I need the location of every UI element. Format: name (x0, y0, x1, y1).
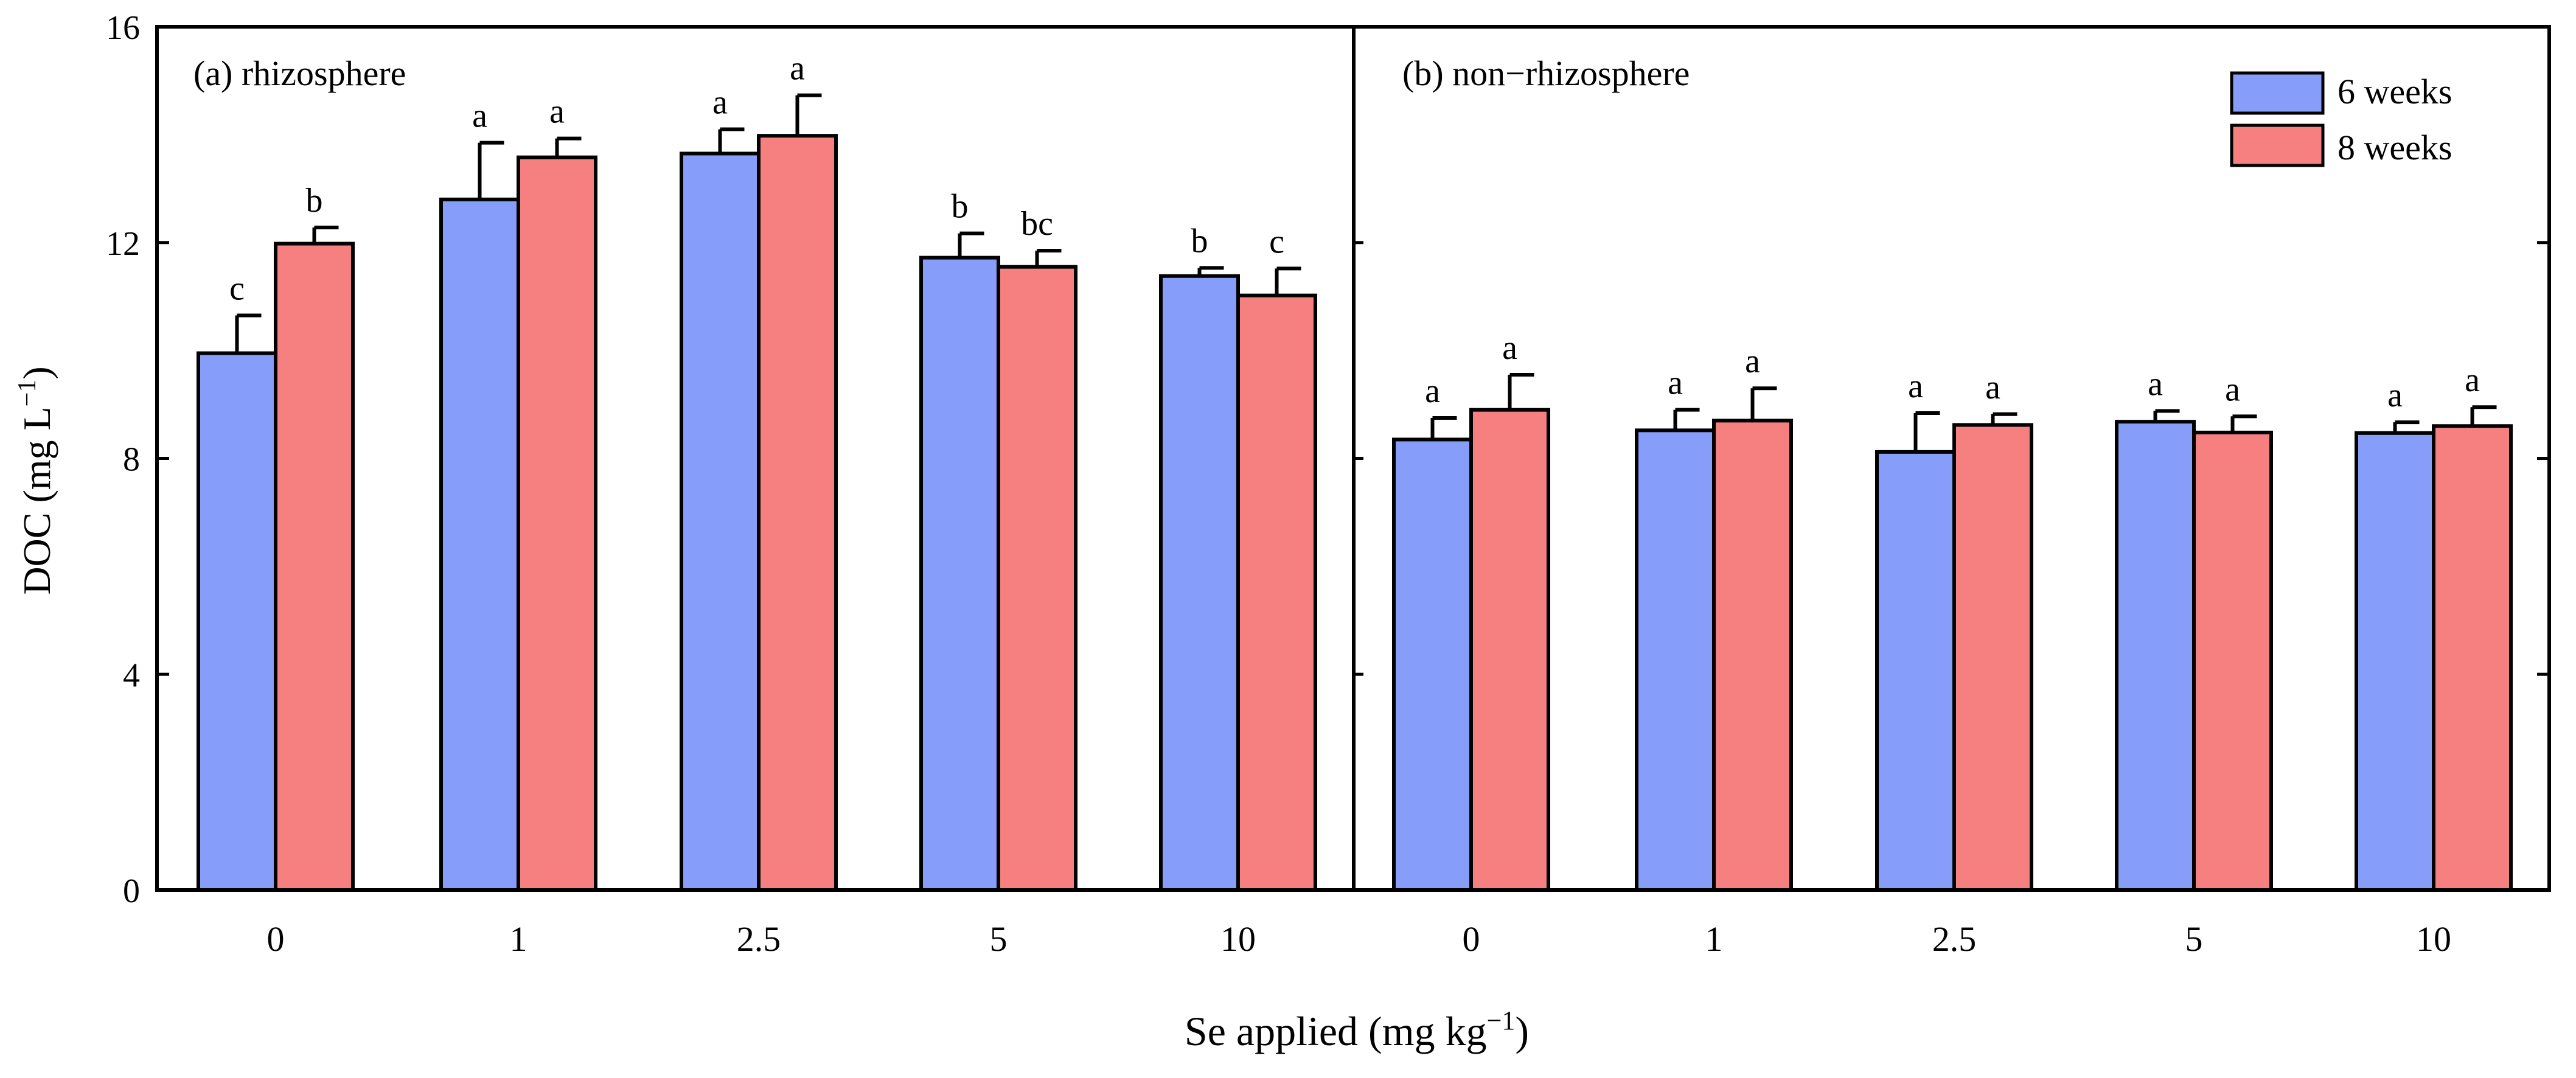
significance-letter: b (306, 182, 323, 220)
significance-letter: b (952, 188, 969, 226)
legend: 6 weeks 8 weeks (2230, 71, 2452, 167)
bar (197, 351, 277, 892)
significance-letter: a (472, 97, 487, 135)
bar (1635, 428, 1716, 892)
bar (1952, 423, 2033, 892)
bar (1875, 450, 1956, 892)
bar (1712, 419, 1793, 892)
bar (439, 197, 520, 892)
legend-swatch-8-weeks (2230, 123, 2325, 167)
significance-letter: a (2225, 370, 2240, 408)
y-tick-label: 12 (106, 225, 140, 263)
significance-letter: a (1908, 367, 1923, 405)
x-tick-label: 5 (2185, 919, 2203, 959)
x-tick-label: 5 (990, 919, 1008, 959)
y-tick-label: 16 (106, 9, 140, 47)
bar (274, 242, 355, 892)
bar (919, 256, 1000, 892)
y-tick-label: 8 (123, 441, 140, 479)
y-axis-label-main: DOC (mg L (15, 406, 58, 594)
x-tick-label: 0 (267, 919, 285, 959)
y-axis-label-end: ) (15, 366, 58, 379)
legend-label-6-weeks: 6 weeks (2338, 72, 2452, 111)
x-tick-label: 0 (1463, 919, 1480, 959)
bar (2192, 430, 2273, 892)
bar (2432, 424, 2513, 892)
significance-letter: a (549, 93, 565, 131)
x-axis-label-main: Se applied (mg kg (1185, 1008, 1487, 1054)
bar (680, 151, 761, 892)
significance-letter: a (2387, 377, 2403, 414)
x-tick-label: 1 (1705, 919, 1723, 959)
significance-letter: b (1191, 222, 1208, 260)
x-axis-label-end: ) (1515, 1008, 1529, 1054)
significance-letter: a (1502, 329, 1517, 367)
significance-letter: a (1668, 364, 1683, 402)
x-tick-label: 10 (2416, 919, 2451, 959)
significance-letter: bc (1021, 205, 1053, 243)
significance-letter: a (2465, 361, 2480, 399)
bar (517, 155, 597, 892)
y-axis-label-sup: −1 (13, 380, 41, 407)
x-axis-label: Se applied (mg kg−1) (1185, 1006, 1529, 1054)
x-tick-label: 1 (510, 919, 527, 959)
significance-letter: a (1425, 372, 1440, 410)
significance-letter: a (2148, 365, 2163, 403)
significance-letter: c (229, 270, 245, 307)
bar (1392, 437, 1473, 892)
legend-swatch-6-weeks (2230, 71, 2325, 115)
significance-letter: a (1745, 343, 1760, 380)
bar (997, 265, 1077, 892)
bar (2115, 420, 2196, 892)
bar (1236, 293, 1317, 892)
significance-letter: a (712, 84, 728, 122)
bar (1159, 274, 1240, 892)
significance-letter: a (1985, 369, 2000, 406)
bar (1469, 408, 1550, 892)
significance-letter: a (790, 50, 805, 88)
x-axis-label-sup: −1 (1487, 1006, 1516, 1035)
panel-title: (a) rhizosphere (193, 54, 406, 93)
y-tick-label: 0 (123, 872, 140, 910)
significance-letter: c (1269, 223, 1284, 260)
legend-label-8-weeks: 8 weeks (2338, 128, 2452, 167)
y-axis-label: DOC (mg L−1) (13, 366, 58, 594)
panel-title: (b) non−rhizosphere (1402, 54, 1690, 93)
y-tick-label: 4 (123, 656, 140, 694)
x-tick-label: 10 (1220, 919, 1256, 959)
bar (757, 134, 838, 892)
x-tick-label: 2.5 (737, 919, 781, 959)
bar (2355, 431, 2435, 892)
x-tick-label: 2.5 (1932, 919, 1977, 959)
